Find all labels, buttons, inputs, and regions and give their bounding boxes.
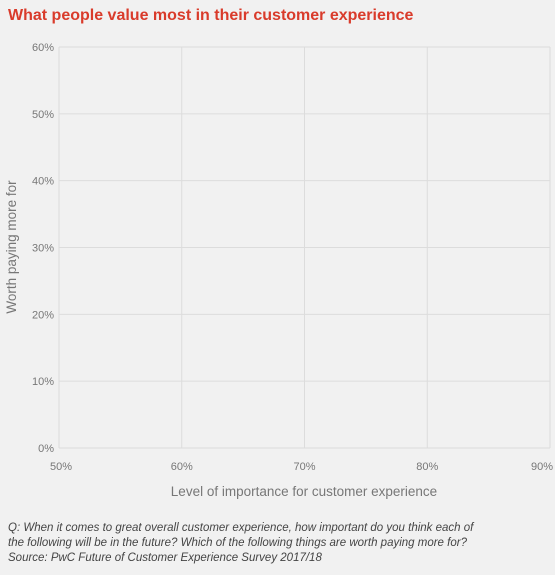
footnote-source: Source: PwC Future of Customer Experienc… [8, 552, 322, 564]
x-tick-label: 70% [293, 461, 315, 473]
y-tick-label: 60% [32, 42, 54, 54]
footnote-question-line-1: Q: When it comes to great overall custom… [8, 522, 474, 534]
y-tick-label: 30% [32, 243, 54, 255]
y-tick-label: 40% [32, 176, 54, 188]
x-tick-label: 50% [50, 461, 72, 473]
y-tick-label: 20% [32, 309, 54, 321]
x-tick-label: 60% [171, 461, 193, 473]
y-tick-label: 50% [32, 109, 54, 121]
footnote-question-line-2: the following will be in the future? Whi… [8, 537, 467, 549]
y-tick-label: 10% [32, 376, 54, 388]
x-tick-label: 80% [416, 461, 438, 473]
y-tick-label: 0% [38, 443, 54, 455]
x-axis-label: Level of importance for customer experie… [171, 484, 437, 499]
grid [58, 46, 551, 449]
y-axis-label: Worth paying more for [4, 180, 19, 314]
x-tick-label: 90% [531, 461, 553, 473]
footnote: Q: When it comes to great overall custom… [8, 521, 548, 566]
tick-labels: 0% 10% 20% 30% 40% 50% 60% 50% 60% 70% 80% 90% [32, 42, 553, 473]
chart-title: What people value most in their customer… [8, 7, 414, 24]
scatter-chart: 0% 10% 20% 30% 40% 50% 60% 50% 60% 70% 80% 90% Leve… [4, 42, 553, 499]
